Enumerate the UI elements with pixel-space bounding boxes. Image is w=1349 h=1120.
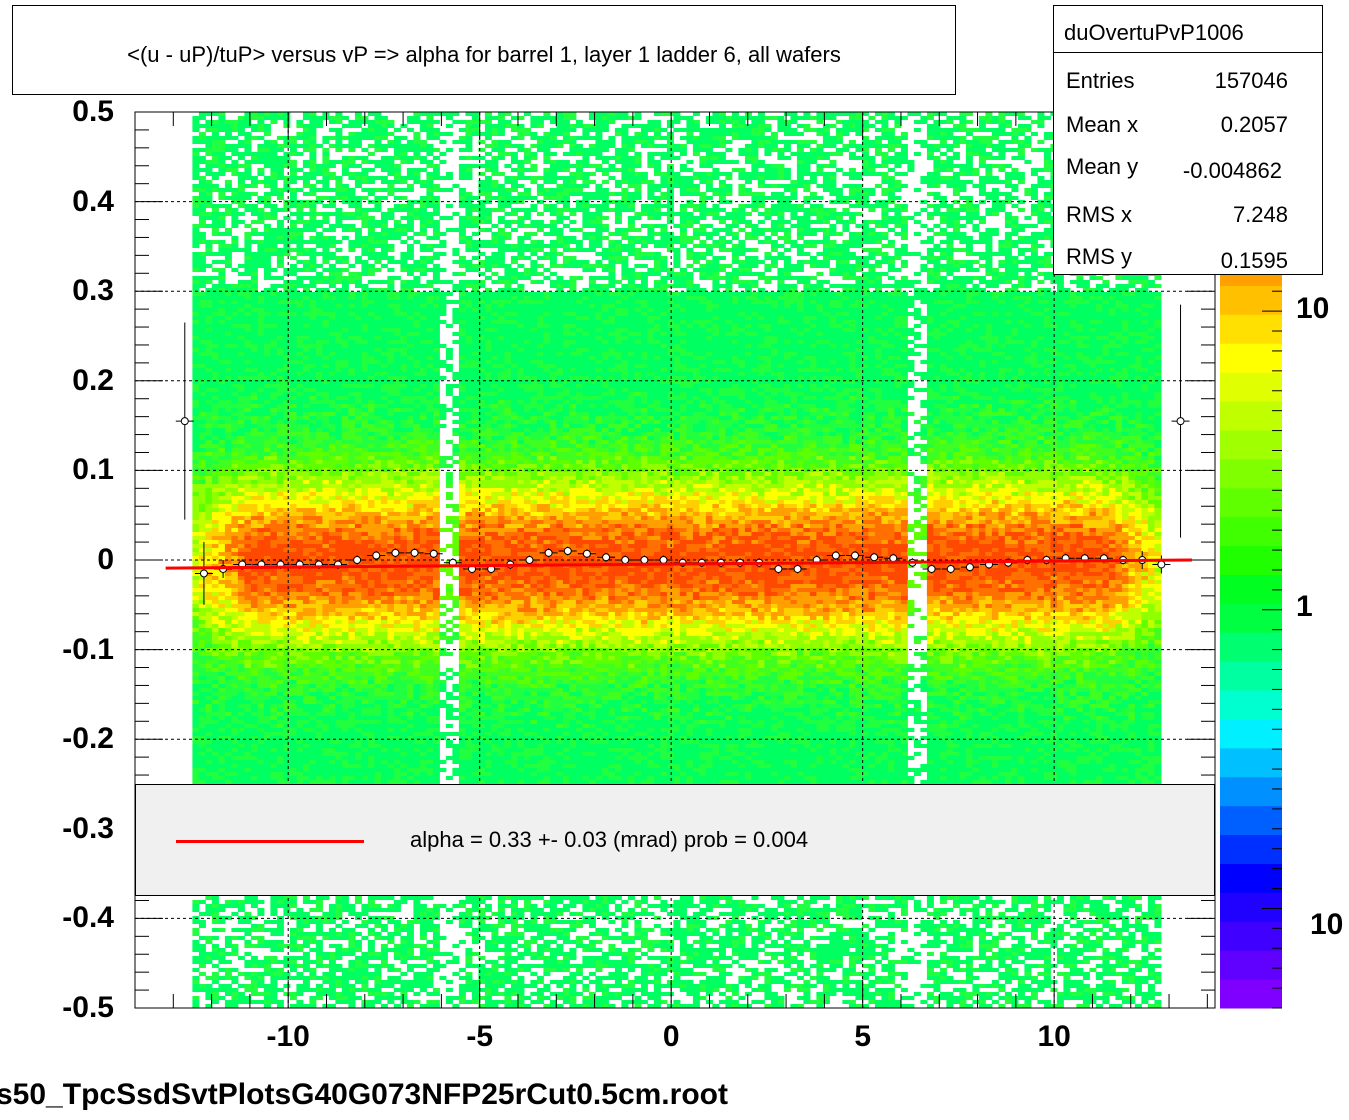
profile-point bbox=[775, 565, 782, 572]
stats-box: duOvertuPvP1006 Entries 157046 Mean x 0.… bbox=[1053, 5, 1323, 275]
profile-point bbox=[947, 565, 954, 572]
profile-point bbox=[526, 557, 533, 564]
profile-point bbox=[1177, 418, 1184, 425]
color-scale-segment bbox=[1220, 314, 1282, 343]
color-scale-segment bbox=[1220, 430, 1282, 459]
y-tick-label: 0.3 bbox=[4, 274, 114, 308]
profile-point bbox=[966, 564, 973, 571]
y-tick-label: 0 bbox=[4, 543, 114, 577]
stats-separator bbox=[1054, 52, 1322, 53]
x-tick-label: 10 bbox=[1004, 1020, 1104, 1054]
color-scale-segment bbox=[1220, 921, 1282, 950]
x-tick-label: -10 bbox=[238, 1020, 338, 1054]
profile-point bbox=[852, 552, 859, 559]
color-scale-segment bbox=[1220, 603, 1282, 632]
color-scale-segment bbox=[1220, 632, 1282, 661]
profile-point bbox=[200, 570, 207, 577]
y-tick-label: -0.3 bbox=[4, 812, 114, 846]
x-tick-label: -5 bbox=[430, 1020, 530, 1054]
color-scale-segment bbox=[1220, 719, 1282, 748]
profile-point bbox=[354, 557, 361, 564]
y-tick-label: -0.4 bbox=[4, 901, 114, 935]
profile-point bbox=[430, 550, 437, 557]
y-tick-label: 0.5 bbox=[4, 95, 114, 129]
color-scale-label: 10 bbox=[1296, 292, 1329, 326]
color-scale-segment bbox=[1220, 459, 1282, 488]
profile-point bbox=[583, 550, 590, 557]
y-tick-label: 0.1 bbox=[4, 453, 114, 487]
color-scale-label: 1 bbox=[1296, 590, 1313, 624]
stats-value: 157046 bbox=[1215, 68, 1288, 94]
stats-value: -0.004862 bbox=[1183, 158, 1282, 184]
y-tick-label: -0.1 bbox=[4, 633, 114, 667]
color-scale-segment bbox=[1220, 835, 1282, 864]
legend-fit-line-swatch bbox=[176, 840, 364, 843]
color-scale-label: 10 bbox=[1310, 908, 1343, 942]
y-tick-label: 0.4 bbox=[4, 185, 114, 219]
color-scale-segment bbox=[1220, 343, 1282, 372]
color-scale-segment bbox=[1220, 806, 1282, 835]
color-scale-segment bbox=[1220, 574, 1282, 603]
color-scale-segment bbox=[1220, 517, 1282, 546]
y-tick-label: -0.2 bbox=[4, 722, 114, 756]
color-scale-segment bbox=[1220, 372, 1282, 401]
stats-value: 0.1595 bbox=[1221, 248, 1288, 274]
profile-point bbox=[1158, 561, 1165, 568]
profile-point bbox=[564, 548, 571, 555]
profile-point bbox=[660, 557, 667, 564]
profile-point bbox=[928, 565, 935, 572]
profile-point bbox=[603, 554, 610, 561]
chart-title: <(u - uP)/tuP> versus vP => alpha for ba… bbox=[13, 42, 955, 68]
legend-fit-text: alpha = 0.33 +- 0.03 (mrad) prob = 0.004 bbox=[410, 827, 808, 853]
profile-point bbox=[641, 557, 648, 564]
y-tick-label: 0.2 bbox=[4, 364, 114, 398]
profile-point bbox=[545, 549, 552, 556]
profile-point bbox=[411, 549, 418, 556]
stats-label: RMS y bbox=[1066, 244, 1132, 270]
stats-label: Mean x bbox=[1066, 112, 1138, 138]
stats-label: Mean y bbox=[1066, 154, 1138, 180]
profile-point bbox=[794, 565, 801, 572]
y-tick-label: -0.5 bbox=[4, 991, 114, 1025]
stats-histogram-name: duOvertuPvP1006 bbox=[1064, 20, 1244, 46]
color-scale-segment bbox=[1220, 950, 1282, 979]
profile-point bbox=[890, 555, 897, 562]
fit-legend: alpha = 0.33 +- 0.03 (mrad) prob = 0.004 bbox=[135, 784, 1215, 896]
stats-label: Entries bbox=[1066, 68, 1134, 94]
color-scale-segment bbox=[1220, 488, 1282, 517]
color-scale-segment bbox=[1220, 892, 1282, 921]
stats-label: RMS x bbox=[1066, 202, 1132, 228]
color-scale-segment bbox=[1220, 401, 1282, 430]
color-scale-segment bbox=[1220, 777, 1282, 806]
color-scale-segment bbox=[1220, 748, 1282, 777]
color-scale-segment bbox=[1220, 979, 1282, 1008]
profile-point bbox=[181, 418, 188, 425]
title-box: <(u - uP)/tuP> versus vP => alpha for ba… bbox=[12, 5, 956, 95]
color-scale-segment bbox=[1220, 285, 1282, 314]
profile-point bbox=[832, 552, 839, 559]
profile-point bbox=[392, 549, 399, 556]
profile-point bbox=[622, 557, 629, 564]
color-scale-segment bbox=[1220, 690, 1282, 719]
profile-point bbox=[373, 552, 380, 559]
x-tick-label: 0 bbox=[621, 1020, 721, 1054]
color-scale-segment bbox=[1220, 661, 1282, 690]
profile-point bbox=[871, 554, 878, 561]
x-tick-label: 5 bbox=[813, 1020, 913, 1054]
stats-value: 7.248 bbox=[1233, 202, 1288, 228]
stats-value: 0.2057 bbox=[1221, 112, 1288, 138]
file-name-footer: s50_TpcSsdSvtPlotsG40G073NFP25rCut0.5cm.… bbox=[0, 1078, 728, 1112]
